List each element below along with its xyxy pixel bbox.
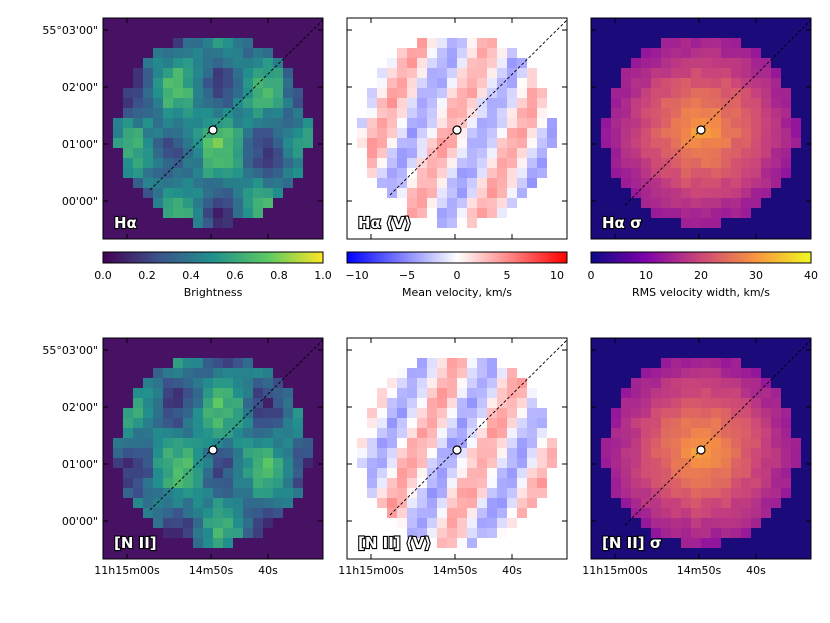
cbar2-tick-3: 30	[749, 269, 763, 282]
cbar2-label: RMS velocity width, km/s	[632, 286, 770, 299]
dec-tick-bot-3: 00'00"	[62, 515, 98, 528]
cbar1-label: Mean velocity, km/s	[402, 286, 512, 299]
dec-tick-top-3: 00'00"	[62, 195, 98, 208]
heatmap-1	[347, 18, 567, 239]
ra-tick-0-1: 14m50s	[189, 564, 234, 577]
panel-1	[347, 18, 567, 239]
heatmap-3	[103, 338, 323, 559]
ra-tick-2-0: 11h15m00s	[582, 564, 648, 577]
panel-2	[591, 18, 811, 239]
center-marker-3	[208, 445, 218, 455]
cbar0-label: Brightness	[184, 286, 243, 299]
ra-tick-1-2: 40s	[502, 564, 522, 577]
cbar2-tick-4: 40	[804, 269, 818, 282]
panel-label-4: [N II] ⟨V⟩	[358, 534, 431, 552]
cbar0-tick-1: 0.2	[138, 269, 156, 282]
cbar0-tick-2: 0.4	[182, 269, 200, 282]
panel-label-0: Hα	[114, 214, 137, 232]
dec-tick-top-2: 01'00"	[62, 138, 98, 151]
cbar1-tick-0: −10	[345, 269, 368, 282]
slit-line-4	[389, 339, 568, 516]
center-marker-1	[452, 125, 462, 135]
panel-3	[103, 338, 323, 559]
cbar2-tick-2: 20	[694, 269, 708, 282]
center-marker-5	[696, 445, 706, 455]
cbar1-tick-4: 10	[550, 269, 564, 282]
center-marker-2	[696, 125, 706, 135]
colorbar-1-gradient	[346, 251, 568, 264]
slit-line-5	[624, 339, 812, 526]
ra-tick-0-2: 40s	[258, 564, 278, 577]
heatmap-2	[591, 18, 811, 239]
slit-line-0	[149, 19, 324, 191]
panel-label-3: [N II]	[114, 534, 157, 552]
dec-tick-top-0: 55°03'00"	[42, 24, 98, 37]
cbar0-tick-4: 0.8	[270, 269, 288, 282]
dec-axis-bottom: 55°03'00" 02'00" 01'00" 00'00"	[42, 344, 98, 528]
cbar2-tick-1: 10	[639, 269, 653, 282]
panel-label-1: Hα ⟨V⟩	[358, 214, 411, 232]
center-marker-4	[452, 445, 462, 455]
tick-marks	[103, 18, 811, 559]
ra-tick-2-1: 14m50s	[677, 564, 722, 577]
colorbar-0-gradient	[102, 251, 324, 264]
dec-tick-bot-2: 01'00"	[62, 458, 98, 471]
cbar1-tick-1: −5	[399, 269, 415, 282]
cbar1-tick-3: 5	[504, 269, 511, 282]
ra-tick-0-0: 11h15m00s	[94, 564, 160, 577]
panel-label-2: Hα σ	[602, 214, 642, 232]
panel-0	[103, 18, 323, 239]
cbar2-tick-0: 0	[588, 269, 595, 282]
slit-line-2	[624, 19, 812, 206]
slit-line-3	[149, 339, 324, 511]
dec-axis-top: 55°03'00" 02'00" 01'00" 00'00"	[42, 24, 98, 208]
cbar1-tick-2: 0	[454, 269, 461, 282]
ra-tick-2-2: 40s	[746, 564, 766, 577]
ra-tick-1-1: 14m50s	[433, 564, 478, 577]
cbar0-tick-5: 1.0	[314, 269, 332, 282]
panel-label-5: [N II] σ	[602, 534, 662, 552]
ra-axis: 11h15m00s 14m50s 40s 11h15m00s 14m50s 40…	[94, 564, 766, 577]
dec-tick-bot-1: 02'00"	[62, 401, 98, 414]
dec-tick-bot-0: 55°03'00"	[42, 344, 98, 357]
center-marker-0	[208, 125, 218, 135]
slit-line-1	[389, 19, 568, 196]
colorbar-2: 0 10 20 30 40 RMS velocity width, km/s	[588, 251, 818, 299]
cbar0-tick-0: 0.0	[94, 269, 112, 282]
heatmap-0	[103, 18, 323, 239]
panel-overlays: Hα Hα ⟨V⟩ Hα σ [N II] [N II] ⟨V⟩ [N II] …	[102, 17, 812, 560]
ra-tick-1-0: 11h15m00s	[338, 564, 404, 577]
colorbar-2-gradient	[590, 251, 812, 264]
cbar0-tick-3: 0.6	[226, 269, 244, 282]
dec-tick-top-1: 02'00"	[62, 81, 98, 94]
colorbar-0: 0.0 0.2 0.4 0.6 0.8 1.0 Brightness	[94, 251, 332, 299]
colorbar-1: −10 −5 0 5 10 Mean velocity, km/s	[345, 251, 568, 299]
